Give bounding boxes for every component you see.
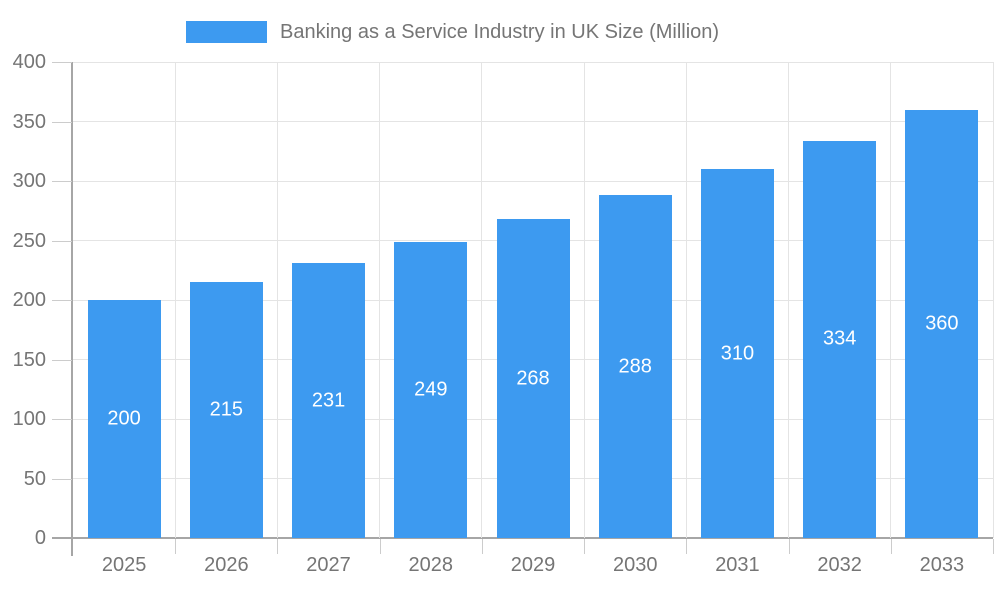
bar-2032[interactable]: 334 [803,140,877,538]
x-tick-5 [584,539,586,554]
legend-item[interactable]: Banking as a Service Industry in UK Size… [186,20,719,44]
y-tick-400 [52,62,72,63]
plot-area: 200 215 231 249 268 288 310 334 360 [73,61,994,538]
gridline-h-400 [73,61,993,63]
y-axis-label-300: 300 [12,170,46,192]
y-axis-label-400: 400 [12,51,46,73]
y-axis-label-100: 100 [12,408,46,430]
x-tick-7 [788,539,790,554]
x-axis-label-2028: 2028 [408,554,454,576]
bar-value-label-2027: 231 [311,389,346,412]
y-axis-label-150: 150 [12,348,46,371]
y-tick-200 [52,300,72,301]
gridline-v-8 [890,62,892,538]
x-axis-line [52,537,993,539]
bar-value-label-2033: 360 [925,312,959,335]
legend-label: Banking as a Service Industry in UK Size… [280,21,720,43]
bar-2033[interactable]: 360 [905,109,979,538]
y-tick-350 [52,121,72,123]
bar-2031[interactable]: 310 [700,169,774,538]
bar-2028[interactable]: 249 [394,241,468,538]
x-axis-label-2031: 2031 [715,554,760,576]
y-axis-label-350: 350 [12,110,46,133]
legend-swatch [186,21,267,43]
x-axis-label-2032: 2032 [817,554,862,576]
x-tick-8 [890,539,892,554]
gridline-v-6 [685,62,687,538]
bar-value-label-2032: 334 [822,327,857,350]
gridline-v-4 [481,62,483,538]
y-tick-50 [52,478,72,480]
x-axis-label-2025: 2025 [101,554,147,576]
bar-value-label-2030: 288 [618,355,652,378]
y-axis-label-0: 0 [34,527,46,549]
y-axis-label-50: 50 [23,467,46,490]
gridline-v-9 [992,62,994,538]
bar-value-label-2031: 310 [720,342,755,365]
bar-2025[interactable]: 200 [87,300,161,538]
bar-value-label-2025: 200 [107,407,141,430]
x-axis-label-2029: 2029 [510,554,556,576]
y-tick-100 [52,419,72,420]
gridline-v-2 [276,62,278,538]
bar-2030[interactable]: 288 [598,195,672,538]
x-axis-label-2030: 2030 [612,554,658,576]
x-tick-2 [277,539,279,554]
x-axis-label-2026: 2026 [204,554,249,576]
bar-value-label-2029: 268 [516,367,550,390]
x-axis-label-2027: 2027 [306,554,351,576]
x-tick-3 [379,539,381,554]
gridline-v-5 [583,62,585,538]
y-axis-label-250: 250 [12,229,46,252]
bar-2029[interactable]: 268 [496,219,570,538]
bar-value-label-2026: 215 [209,398,244,421]
gridline-h-350 [73,121,993,122]
gridline-v-3 [379,62,381,538]
y-axis-line [71,62,73,556]
x-tick-4 [481,539,483,554]
gridline-h-300 [73,180,993,182]
bar-2027[interactable]: 231 [292,263,366,538]
gridline-v-1 [174,62,176,538]
x-axis-label-2033: 2033 [919,554,965,576]
y-tick-300 [52,181,72,182]
gridline-v-7 [788,62,790,538]
bar-value-label-2028: 249 [414,378,448,401]
bar-2026[interactable]: 215 [189,282,263,538]
y-tick-250 [52,240,72,242]
x-tick-9 [993,539,994,554]
x-tick-6 [686,539,688,554]
y-axis-label-200: 200 [12,289,46,311]
x-tick-1 [175,539,177,554]
y-tick-150 [52,359,72,361]
